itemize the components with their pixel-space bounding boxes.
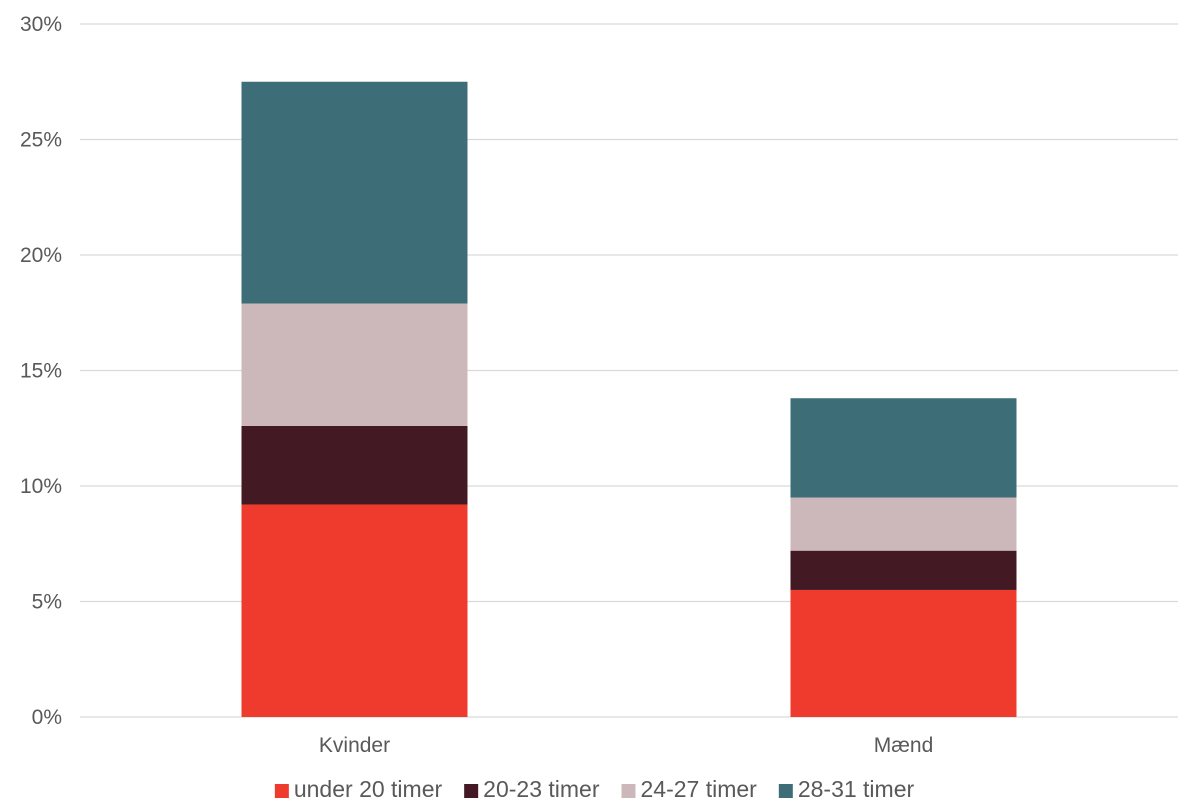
y-tick-label: 5% <box>32 591 62 614</box>
legend-swatch <box>464 784 478 798</box>
x-tick-label: Mænd <box>874 734 934 757</box>
legend-item: 20-23 timer <box>464 776 600 802</box>
legend: under 20 timer 20-23 timer 24-27 timer 28-3… <box>275 776 915 802</box>
legend-label: 24-27 timer <box>640 776 757 802</box>
legend-label: 28-31 timer <box>798 776 915 802</box>
legend-label: under 20 timer <box>294 776 443 802</box>
bar-segment <box>791 551 1017 590</box>
legend-item: under 20 timer <box>275 776 443 802</box>
y-tick-label: 20% <box>20 244 62 267</box>
x-axis: Kvinder Mænd <box>319 734 933 757</box>
y-tick-label: 10% <box>20 475 62 498</box>
bar-segment <box>791 590 1017 717</box>
legend-item: 28-31 timer <box>779 776 915 802</box>
bar-segment <box>242 82 468 304</box>
bar-segment <box>242 426 468 505</box>
y-axis: 0% 5% 10% 15% 20% 25% 30% <box>20 13 62 729</box>
bar-segment <box>242 504 468 717</box>
y-tick-label: 30% <box>20 13 62 36</box>
legend-label: 20-23 timer <box>483 776 600 802</box>
y-tick-label: 0% <box>32 706 62 729</box>
legend-swatch <box>621 784 635 798</box>
bar-segment <box>791 398 1017 497</box>
legend-item: 24-27 timer <box>621 776 757 802</box>
y-tick-label: 25% <box>20 129 62 152</box>
x-tick-label: Kvinder <box>319 734 390 757</box>
bars <box>242 82 1017 717</box>
bar-segment <box>242 304 468 426</box>
bar-segment <box>791 498 1017 551</box>
legend-swatch <box>779 784 793 798</box>
y-tick-label: 15% <box>20 360 62 383</box>
legend-swatch <box>275 784 289 798</box>
